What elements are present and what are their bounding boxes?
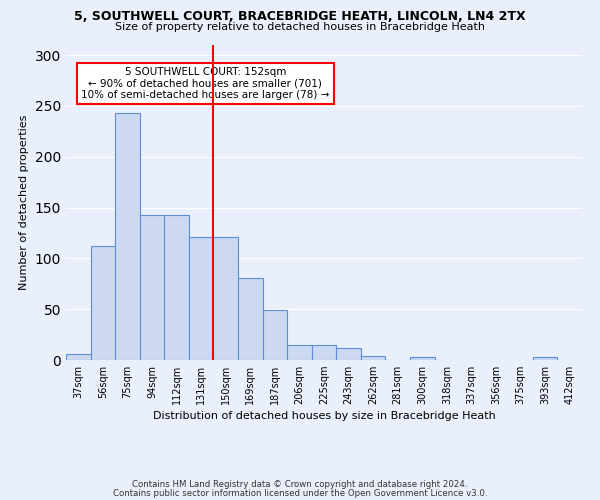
Bar bbox=[263, 310, 287, 360]
Y-axis label: Number of detached properties: Number of detached properties bbox=[19, 115, 29, 290]
Bar bbox=[361, 356, 385, 360]
Bar bbox=[214, 237, 238, 360]
Bar bbox=[533, 357, 557, 360]
Text: 5 SOUTHWELL COURT: 152sqm
← 90% of detached houses are smaller (701)
10% of semi: 5 SOUTHWELL COURT: 152sqm ← 90% of detac… bbox=[81, 67, 329, 100]
X-axis label: Distribution of detached houses by size in Bracebridge Heath: Distribution of detached houses by size … bbox=[152, 412, 496, 422]
Bar bbox=[140, 214, 164, 360]
Text: 5, SOUTHWELL COURT, BRACEBRIDGE HEATH, LINCOLN, LN4 2TX: 5, SOUTHWELL COURT, BRACEBRIDGE HEATH, L… bbox=[74, 10, 526, 23]
Text: Size of property relative to detached houses in Bracebridge Heath: Size of property relative to detached ho… bbox=[115, 22, 485, 32]
Bar bbox=[115, 113, 140, 360]
Bar bbox=[189, 237, 214, 360]
Bar bbox=[410, 357, 434, 360]
Bar bbox=[287, 345, 312, 360]
Bar bbox=[336, 348, 361, 360]
Bar bbox=[238, 278, 263, 360]
Bar bbox=[66, 354, 91, 360]
Bar bbox=[91, 246, 115, 360]
Text: Contains public sector information licensed under the Open Government Licence v3: Contains public sector information licen… bbox=[113, 488, 487, 498]
Bar bbox=[164, 214, 189, 360]
Bar bbox=[312, 345, 336, 360]
Text: Contains HM Land Registry data © Crown copyright and database right 2024.: Contains HM Land Registry data © Crown c… bbox=[132, 480, 468, 489]
